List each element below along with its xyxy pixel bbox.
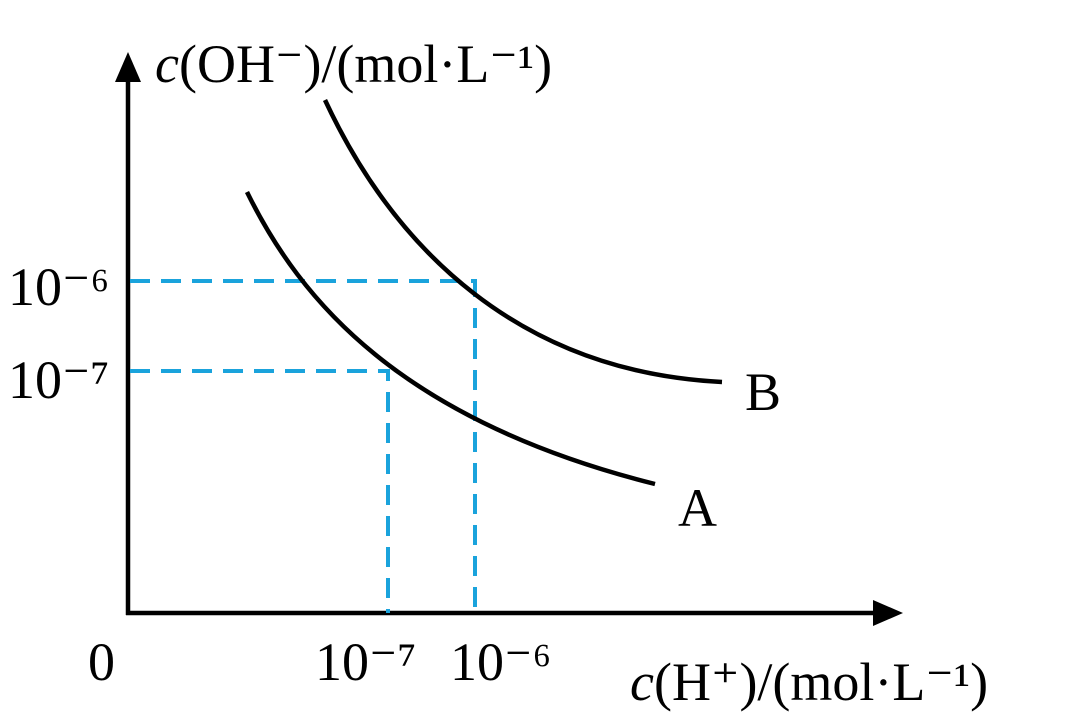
guide-1e-6 (130, 279, 477, 613)
x-tick-label: 10⁻⁶ (450, 632, 551, 692)
y-tick-label: 10⁻⁷ (8, 350, 109, 410)
y-variable: c (155, 34, 179, 94)
x-axis-label: c(H⁺)/(mol·L⁻¹) (630, 652, 988, 712)
x-tick-label: 10⁻⁷ (315, 632, 416, 692)
guide-1e-7 (130, 369, 390, 613)
curve-label: A (678, 478, 717, 538)
curve-label: B (745, 362, 781, 422)
x-variable: c (630, 652, 654, 712)
origin-label: 0 (88, 632, 115, 692)
curve-b (322, 99, 723, 385)
x-arrow (873, 600, 903, 626)
y-arrow (115, 52, 141, 82)
y-unit: (OH⁻)/(mol·L⁻¹) (179, 34, 552, 94)
x-unit: (H⁺)/(mol·L⁻¹) (654, 652, 988, 712)
y-axis-label: c(OH⁻)/(mol·L⁻¹) (155, 34, 552, 94)
curve-a (244, 191, 656, 487)
y-tick-label: 10⁻⁶ (8, 257, 109, 317)
